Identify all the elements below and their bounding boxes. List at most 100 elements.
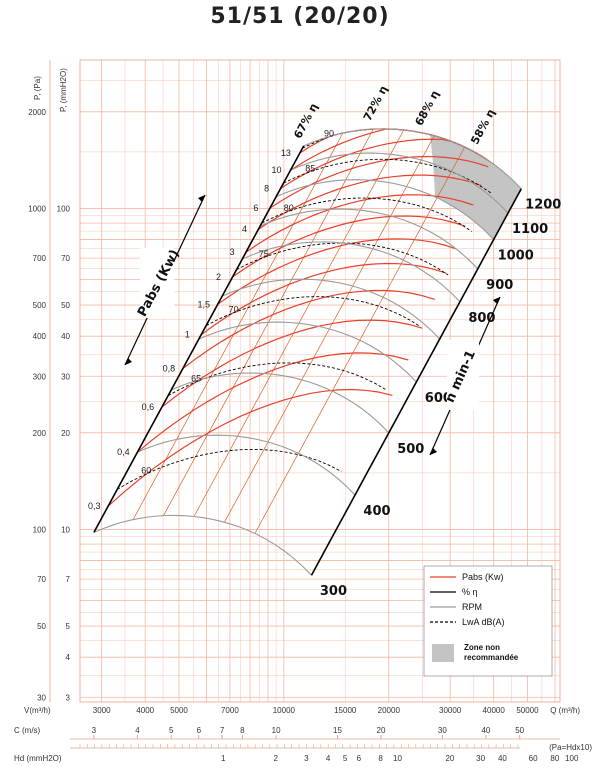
y-tick-mmh2o: 40: [61, 332, 70, 341]
chart-legend: Pabs (Kw) % η RPM LwA dB(A) Zone nonrecomman…: [423, 565, 553, 677]
power-label: 13: [281, 148, 291, 158]
plot-frame: [79, 59, 561, 703]
hd-tick: 4: [326, 754, 331, 763]
power-label: 0,3: [88, 501, 101, 511]
rpm-label-1200: 1200: [525, 198, 561, 213]
rpm-curve-1100: [290, 152, 509, 214]
power-label: 6: [253, 203, 258, 213]
c-tick: 15: [333, 726, 342, 735]
legend-label: recommandée: [464, 653, 519, 662]
hd-tick: 20: [445, 754, 454, 763]
noise-curve-85: [283, 158, 493, 195]
legend-label: % η: [462, 587, 478, 597]
noise-label: 85: [305, 163, 315, 173]
c-tick: 7: [220, 726, 225, 735]
pabs-label-bg: [140, 248, 174, 318]
power-label: 3: [230, 247, 235, 257]
power-curve-3: [245, 194, 474, 253]
efficiency-line: [224, 135, 435, 523]
x-tick-label: 40000: [483, 706, 506, 715]
efficiency-label: 68% η: [412, 88, 441, 128]
rpm-label-500: 500: [397, 442, 424, 457]
rpm-label-900: 900: [486, 278, 513, 293]
rpm-label-600: 600: [425, 391, 452, 406]
y-tick-pa: 200: [33, 429, 47, 438]
efficiency-line: [132, 132, 344, 520]
hd-tick: 40: [498, 754, 507, 763]
n-arrow-tail: [430, 448, 437, 455]
rpm-label-1100: 1100: [512, 222, 548, 237]
rpm-label-400: 400: [363, 504, 390, 519]
noise-curve-80: [261, 197, 472, 232]
non-recommended-zone: [429, 134, 522, 240]
rpm-label-300: 300: [320, 584, 347, 599]
power-label: 1: [185, 330, 190, 340]
c-tick: 30: [438, 726, 447, 735]
y-tick-pa: 100: [33, 525, 47, 534]
rpm-label-1000: 1000: [498, 249, 534, 264]
hd-axis-label: Hd (mmH2O): [14, 754, 62, 763]
hd-tick: 30: [476, 754, 485, 763]
rpm-curve-500: [170, 372, 390, 434]
power-curve-0,4: [137, 352, 409, 453]
power-label: 2: [216, 272, 221, 282]
envelope-right: [310, 188, 523, 576]
y-tick-mmh2o: 50: [61, 301, 70, 310]
x-axis-label: Q (m³/h): [550, 706, 580, 715]
efficiency-lines: [132, 128, 466, 534]
x-tick-label: 7000: [221, 706, 239, 715]
noise-label: 60: [141, 466, 151, 476]
y-tick-pa: 50: [37, 622, 46, 631]
noise-label: 65: [191, 373, 201, 383]
power-label: 0,8: [163, 364, 176, 374]
c-tick: 20: [377, 726, 386, 735]
y-tick-mmh2o: 4: [66, 653, 71, 662]
axis-labels: 3000 4000 5000 7000 10000 15000 20000 30000 4000…: [14, 60, 592, 763]
n-arrow-head: [493, 297, 500, 304]
c-tick: 10: [272, 726, 281, 735]
noise-label: 70: [229, 304, 239, 314]
x-tick-label: 30000: [439, 706, 462, 715]
c-tick: 3: [92, 726, 97, 735]
c-tick: 8: [240, 726, 245, 735]
rpm-curve-400: [137, 434, 356, 496]
rpm-curve-700: [221, 278, 441, 340]
rpm-curve-1000: [275, 179, 495, 240]
hd-tick: 3: [304, 754, 309, 763]
legend-label: LwA dB(A): [462, 617, 505, 627]
power-label: 0,6: [142, 402, 155, 412]
chart-title: 51/51 (20/20): [210, 4, 390, 29]
y-tick-pa: 30: [37, 693, 46, 702]
y-tick-pa: 70: [37, 575, 46, 584]
rpm-curve-300: [93, 514, 312, 576]
hd-tick: 8: [378, 754, 383, 763]
n-label-bg: [447, 340, 479, 410]
y-tick-mmh2o: 3: [66, 693, 71, 702]
y-axis-label-mmh2o: P, (mmH2O): [59, 68, 68, 112]
c-tick: 6: [197, 726, 202, 735]
efficiency-label: 72% η: [361, 84, 390, 124]
power-curve-0,8: [182, 289, 435, 369]
y-tick-mmh2o: 7: [66, 575, 71, 584]
power-label: 1,5: [197, 299, 210, 309]
operating-envelope: [93, 145, 523, 576]
pabs-arrow-tail: [125, 358, 132, 365]
hd-axis-note: (Pa=Hdx10): [549, 743, 592, 752]
x-tick-label: 3000: [93, 706, 111, 715]
y-tick-pa: 500: [33, 301, 47, 310]
noise-label: 90: [324, 129, 334, 139]
y-tick-mmh2o: 100: [57, 204, 71, 213]
hd-tick: 60: [529, 754, 538, 763]
hd-tick: 10: [393, 754, 402, 763]
x-axis-label-left: V(m³/h): [24, 706, 51, 715]
hd-tick: 2: [273, 754, 278, 763]
c-tick: 50: [515, 726, 524, 735]
c-axis-label: C (m/s): [14, 726, 41, 735]
y-axis-label-pa: P, (Pa): [33, 76, 42, 100]
y-tick-pa: 2000: [28, 108, 46, 117]
y-tick-pa: 300: [33, 372, 47, 381]
efficiency-line: [254, 146, 466, 534]
efficiency-line: [193, 129, 405, 517]
power-curve-1,5: [217, 238, 457, 305]
y-tick-pa: 1000: [28, 204, 46, 213]
